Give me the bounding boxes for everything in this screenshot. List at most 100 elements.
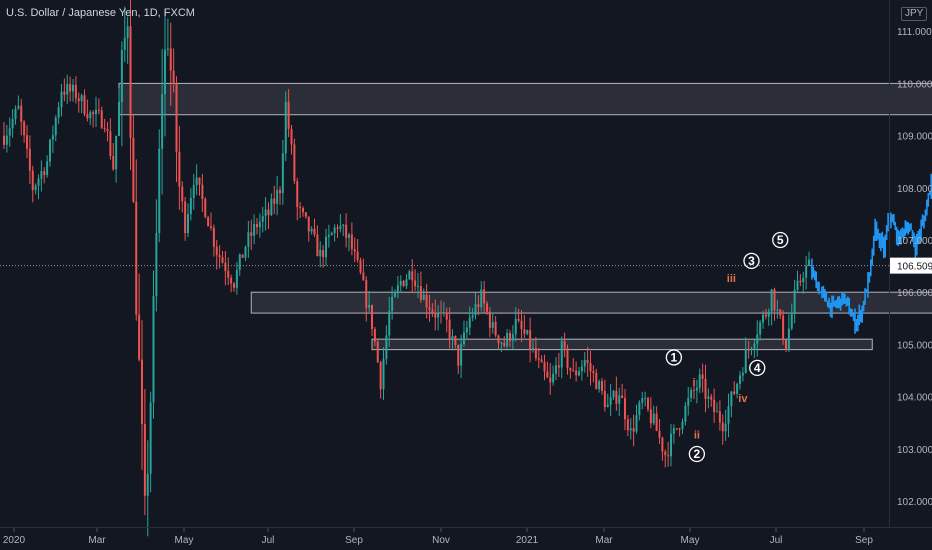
- candle-body: [707, 396, 710, 399]
- candle-body: [60, 91, 63, 108]
- candle-body: [767, 311, 770, 317]
- candle-body: [135, 201, 138, 315]
- candle-body: [198, 177, 201, 185]
- time-axis[interactable]: 2020 Mar May Jul Sep Nov 2021 Mar May Jul Sep: [3, 528, 873, 546]
- candle-body: [701, 374, 704, 379]
- currency-label[interactable]: JPY: [901, 7, 928, 21]
- time-tick-label: Jul: [770, 535, 783, 546]
- candle-body: [169, 48, 172, 71]
- candle-body: [402, 280, 405, 287]
- candle-body: [8, 128, 11, 136]
- candle-body: [693, 389, 695, 391]
- time-tick-label: Sep: [345, 535, 363, 546]
- candle-body: [704, 378, 707, 399]
- candle-body: [629, 428, 632, 431]
- candle-body: [419, 286, 422, 300]
- candle-body: [506, 332, 509, 347]
- candle-body: [356, 251, 359, 260]
- candle-body: [575, 370, 578, 376]
- symbol-legend[interactable]: U.S. Dollar / Japanese Yen, 1D, FXCM: [6, 7, 195, 19]
- candle-body: [63, 91, 66, 95]
- candle-body: [569, 368, 572, 371]
- candle-body: [589, 363, 592, 372]
- candle-body: [566, 348, 569, 369]
- candle-body: [161, 94, 164, 149]
- candle-body: [287, 101, 290, 129]
- candle-body: [57, 107, 60, 118]
- candle-body: [411, 271, 414, 281]
- price-tick-label: 106.000: [897, 288, 932, 299]
- time-tick-label: May: [175, 535, 194, 546]
- time-tick-label: May: [681, 535, 700, 546]
- candle-body: [316, 234, 319, 257]
- candle-body: [572, 370, 575, 372]
- candle-body: [730, 391, 733, 407]
- candle-body: [534, 348, 537, 359]
- candle-body: [658, 430, 661, 438]
- candle-body: [687, 397, 690, 406]
- candle-body: [235, 269, 238, 288]
- candle-body: [546, 371, 549, 378]
- price-axis[interactable]: 102.000 103.000 104.000 105.000 106.000 107.0…: [897, 27, 932, 508]
- candle-body: [74, 84, 77, 99]
- candle-body: [563, 340, 566, 349]
- candle-body: [808, 259, 810, 267]
- candle-body: [149, 402, 152, 474]
- time-tick-label: 2021: [516, 535, 539, 546]
- candle-body: [638, 402, 641, 416]
- candle-body: [230, 277, 233, 284]
- candle-body: [431, 309, 434, 313]
- candle-body: [592, 371, 595, 374]
- candle-body: [302, 208, 304, 213]
- candle-body: [253, 224, 256, 236]
- candle-body: [672, 428, 675, 434]
- candle-body: [756, 334, 759, 344]
- candle-body: [437, 312, 440, 318]
- wave-label-3: 3: [748, 254, 755, 268]
- wave-circle-4: [749, 359, 766, 377]
- candle-body: [95, 109, 97, 115]
- candle-body: [465, 327, 468, 333]
- candle-body: [644, 398, 647, 400]
- candle-body: [500, 342, 503, 344]
- candle-body: [514, 318, 517, 335]
- candle-body: [350, 234, 353, 250]
- candle-body: [281, 153, 284, 194]
- candle-body: [270, 198, 273, 216]
- candle-body: [796, 280, 799, 290]
- candle-body: [92, 112, 95, 115]
- candle-body: [14, 108, 17, 120]
- candle-body: [635, 415, 638, 432]
- candle-body: [238, 254, 241, 270]
- candle-body: [517, 318, 520, 321]
- price-tick-label: 105.000: [897, 340, 932, 351]
- candle-body: [509, 332, 511, 341]
- candle-body: [621, 395, 624, 399]
- last-price-value: 106.509: [897, 262, 932, 273]
- candle-body: [417, 286, 419, 288]
- candle-body: [802, 277, 805, 283]
- candle-body: [359, 259, 362, 273]
- candle-body: [261, 216, 264, 222]
- wave-circle-1: [665, 349, 683, 366]
- candle-body: [483, 289, 486, 304]
- candle-body: [690, 389, 693, 398]
- candle-body: [382, 358, 385, 390]
- candle-body: [695, 387, 698, 391]
- candle-body: [132, 137, 135, 202]
- candle-body: [112, 156, 115, 170]
- candle-body: [414, 280, 417, 287]
- candle-body: [11, 119, 14, 129]
- candle-body: [434, 312, 437, 318]
- candle-body: [388, 311, 391, 336]
- candle-body: [710, 396, 713, 400]
- candle-body: [46, 161, 49, 175]
- candle-body: [733, 391, 736, 394]
- price-tick-label: 109.000: [897, 132, 932, 143]
- wave-label-4: 4: [754, 361, 761, 375]
- candle-body: [779, 309, 782, 316]
- candle-body: [747, 349, 750, 351]
- candle-body: [221, 257, 224, 263]
- candle-body: [624, 398, 626, 420]
